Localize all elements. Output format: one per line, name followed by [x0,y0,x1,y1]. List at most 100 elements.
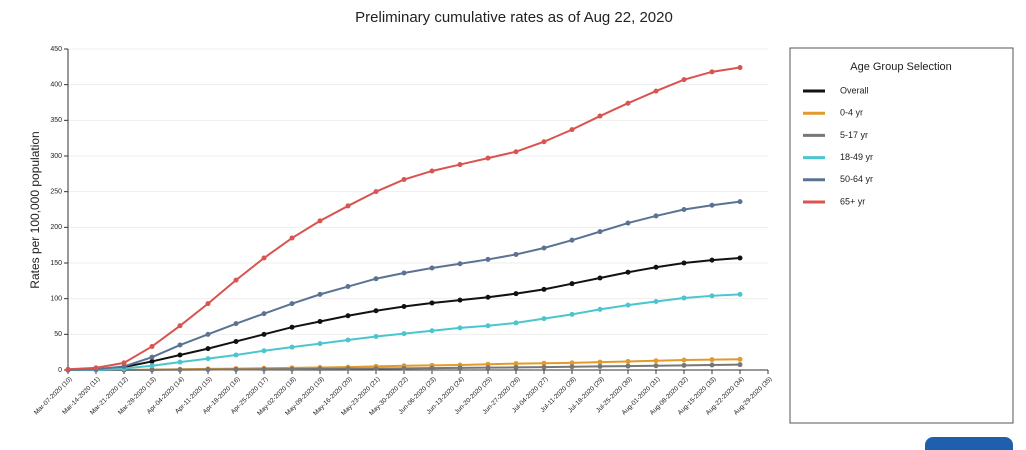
point [261,311,267,317]
chart-title: Preliminary cumulative rates as of Aug 2… [355,9,673,26]
legend-label[interactable]: 65+ yr [840,196,865,206]
point [289,301,295,307]
y-tick-label: 450 [50,46,62,53]
legend-box [789,47,1014,424]
y-tick-label: 350 [50,117,62,124]
point [681,260,687,266]
point [233,321,239,327]
point [737,65,743,71]
point [541,364,547,370]
point [737,199,743,205]
point [653,363,659,369]
point [513,251,519,257]
point [513,364,519,370]
point [597,363,603,369]
legend-title: Age Group Selection [850,61,952,73]
point [737,291,743,297]
point [597,113,603,119]
point [653,299,659,305]
point [93,365,99,371]
point [261,331,267,337]
point [289,344,295,350]
point [261,255,267,261]
legend-label[interactable]: 18-49 yr [840,152,873,162]
point [485,323,491,329]
y-tick-label: 100 [50,296,62,303]
point [569,311,575,317]
point [149,354,155,360]
point [401,331,407,337]
point [569,281,575,287]
point [737,356,743,362]
point [177,323,183,329]
legend-label[interactable]: 0-4 yr [840,108,863,118]
y-tick-label: 200 [50,224,62,231]
legend-label[interactable]: Overall [840,85,869,95]
point [233,352,239,358]
point [289,366,295,372]
point [121,360,127,366]
point [653,213,659,219]
point [401,270,407,276]
point [541,139,547,145]
point [457,297,463,303]
point [345,337,351,343]
point [709,202,715,208]
point [513,291,519,297]
y-tick-label: 400 [50,82,62,89]
point [205,367,211,373]
point [317,366,323,372]
point [681,295,687,301]
point [709,257,715,263]
point [597,306,603,312]
point [569,237,575,243]
point [177,367,183,373]
point [485,256,491,262]
point [485,155,491,161]
point [317,341,323,347]
point [177,352,183,358]
point [317,318,323,324]
y-tick-label: 50 [54,331,62,338]
point [401,177,407,183]
point [625,358,631,364]
point [373,308,379,314]
point [345,366,351,372]
point [149,363,155,369]
point [149,343,155,349]
y-axis-label: Rates per 100,000 population [28,131,42,288]
point [205,301,211,307]
point [541,360,547,366]
point [401,304,407,310]
point [625,363,631,369]
series-line [67,66,741,371]
point [233,338,239,344]
point [317,291,323,297]
point [485,294,491,300]
point [289,324,295,330]
point [709,69,715,75]
point [429,265,435,271]
point [345,313,351,319]
point [177,359,183,365]
legend-label[interactable]: 50-64 yr [840,174,873,184]
point [373,276,379,282]
point [513,361,519,367]
point [317,218,323,224]
point [457,325,463,331]
point [653,88,659,94]
point [177,342,183,348]
point [513,149,519,155]
logo-button[interactable] [925,437,1013,450]
point [625,302,631,308]
point [429,168,435,174]
point [233,277,239,283]
point [709,293,715,299]
point [65,366,71,372]
point [625,269,631,275]
legend-label[interactable]: 5-17 yr [840,130,868,140]
point [373,366,379,372]
point [681,207,687,212]
y-tick-label: 0 [58,367,62,374]
